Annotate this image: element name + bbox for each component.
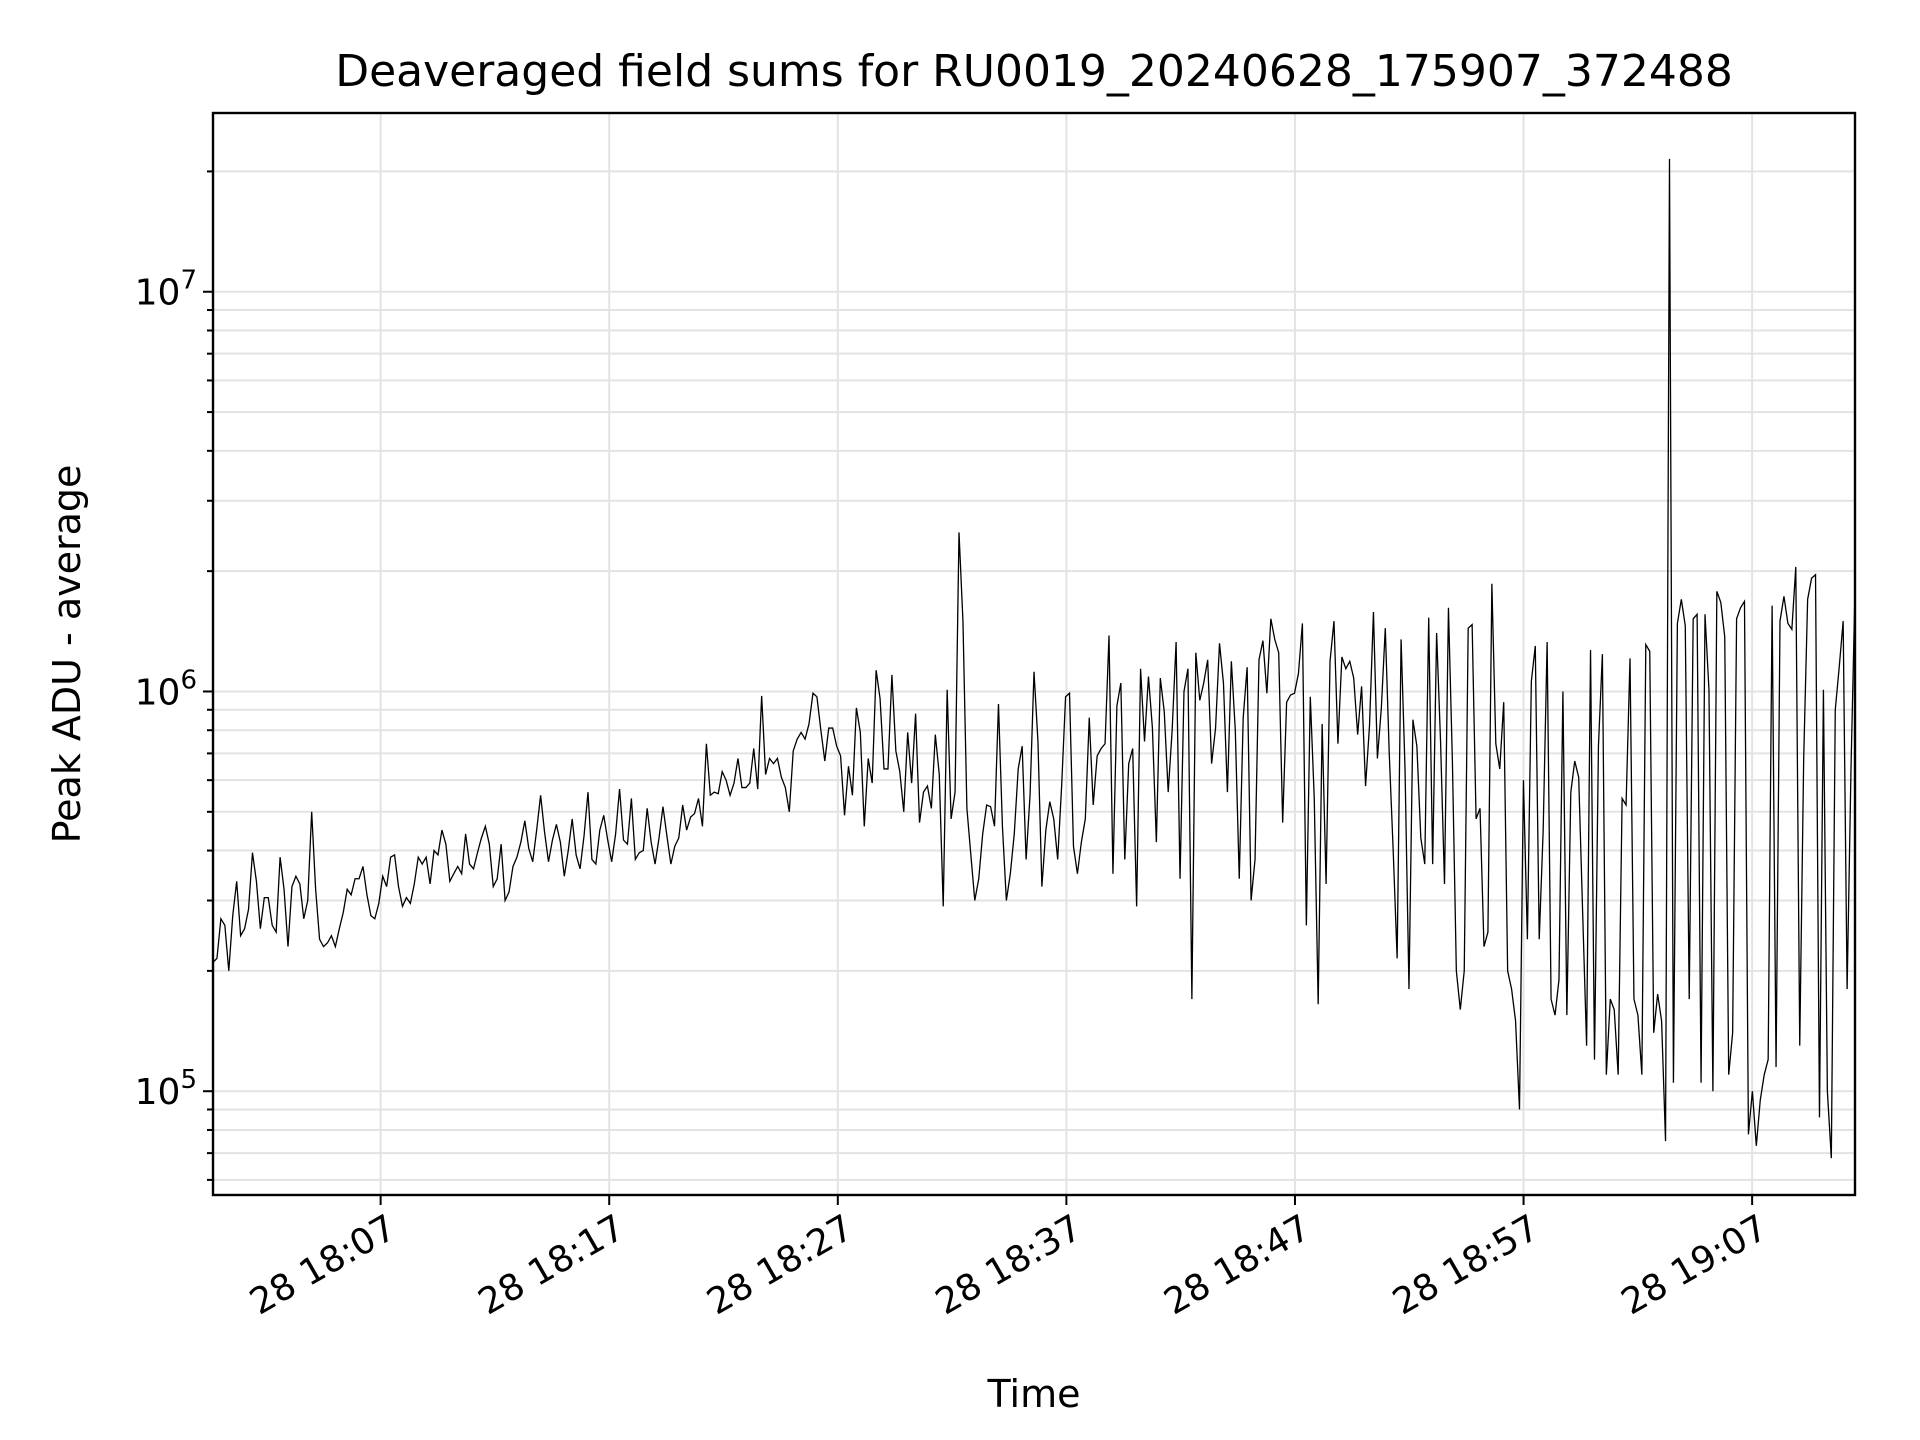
y-tick-label: 106 [135,665,197,713]
y-axis-label: Peak ADU - average [45,465,89,844]
plot-frame [211,111,1857,1197]
series-group [212,158,1856,1159]
series-line [212,158,1856,1159]
chart-title: Deaveraged field sums for RU0019_2024062… [335,46,1733,97]
y-axis-ticks: 105 106 107 [135,170,213,1181]
y-tick-label: 107 [135,266,197,314]
x-axis-label: Time [987,1372,1081,1416]
y-tick-label: 105 [135,1065,197,1113]
